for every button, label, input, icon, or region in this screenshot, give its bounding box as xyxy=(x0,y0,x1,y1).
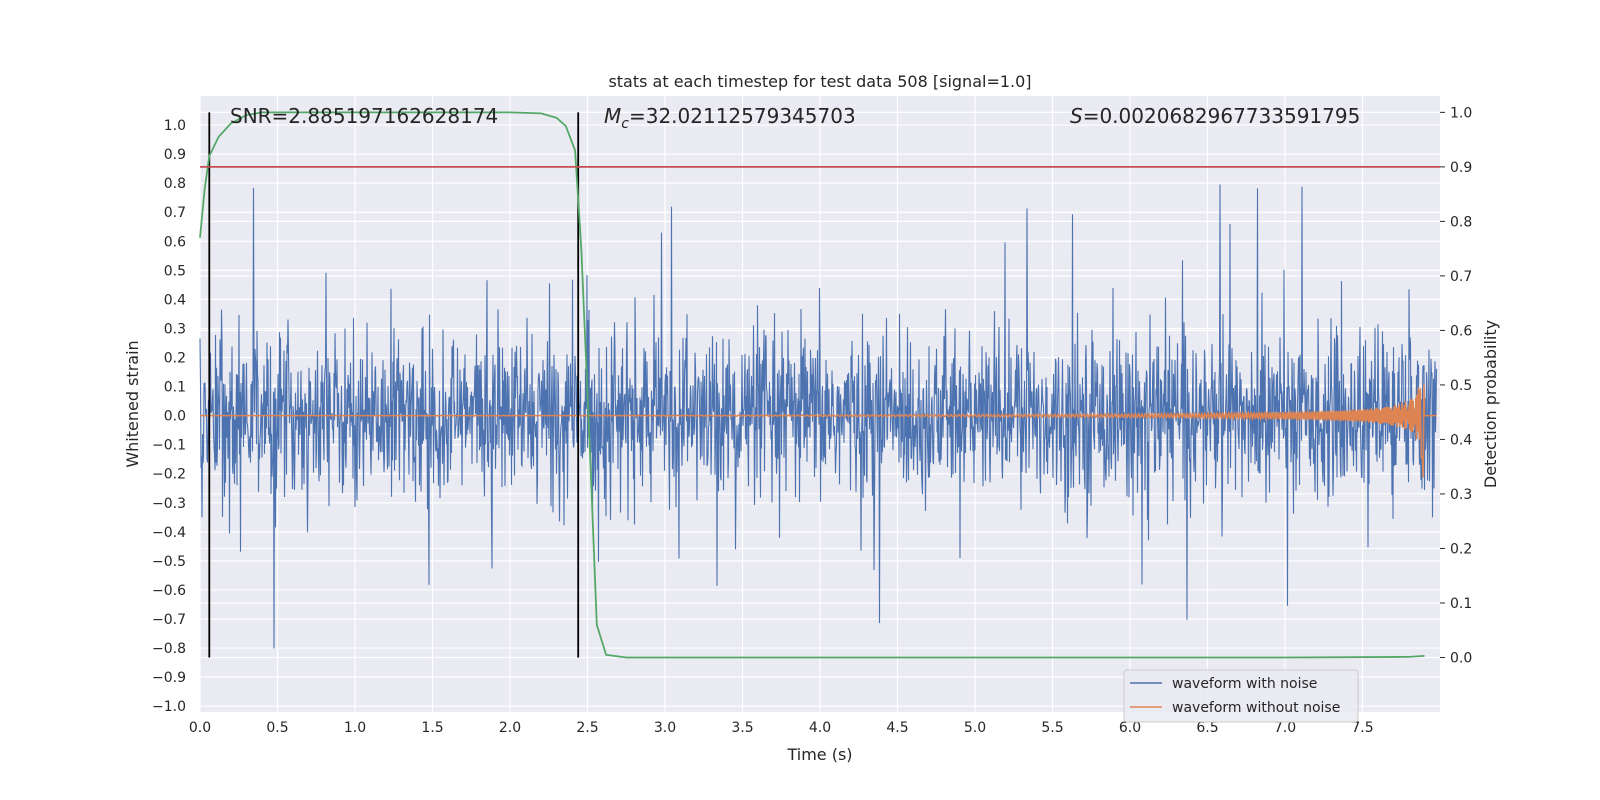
x-tick-label: 0.0 xyxy=(189,720,211,736)
probability-trace xyxy=(199,111,1425,659)
x-tick-label: 3.5 xyxy=(731,720,753,736)
y-tick-label-left: −0.2 xyxy=(152,467,186,483)
x-tick-label: 7.0 xyxy=(1274,720,1296,736)
y-tick-label-right: 0.1 xyxy=(1450,596,1472,612)
x-tick-label: 6.0 xyxy=(1119,720,1141,736)
x-tick-label: 5.5 xyxy=(1041,720,1063,736)
x-tick-label: 5.0 xyxy=(964,720,986,736)
y-tick-label-right: 0.7 xyxy=(1450,269,1472,285)
y-tick-label-left: 0.6 xyxy=(164,234,186,250)
chirp-mass-subscript: c xyxy=(621,116,629,132)
x-tick-label: 7.5 xyxy=(1351,720,1373,736)
chirp-mass-symbol: M xyxy=(604,104,621,128)
x-tick-label: 2.5 xyxy=(576,720,598,736)
ticks: 0.0 0.5 1.0 1.5 2.0 2.5 3.0 3.5 4.0 4.5 5.0 5.5 6.0 6… xyxy=(152,105,1472,736)
chirp-mass-annotation: Mc=32.02112579345703 xyxy=(604,104,856,132)
series-waveform-with-noise xyxy=(199,184,1438,649)
legend: waveform with noise waveform without noi… xyxy=(1123,669,1359,723)
legend-label-clean: waveform without noise xyxy=(1172,700,1340,716)
series-waveform-without-noise xyxy=(200,384,1437,478)
y-tick-label-right: 0.0 xyxy=(1450,650,1472,666)
noise-trace xyxy=(199,184,1438,649)
y-tick-label-right: 0.9 xyxy=(1450,160,1472,176)
chart-title: stats at each timestep for test data 508… xyxy=(608,72,1031,91)
y-tick-label-left: 0.4 xyxy=(164,292,186,308)
y-tick-label-left: 1.0 xyxy=(164,118,186,134)
y-tick-label-left: −0.5 xyxy=(152,554,186,570)
x-tick-label: 4.5 xyxy=(886,720,908,736)
y-tick-label-left: 0.9 xyxy=(164,147,186,163)
s-value: =0.0020682967733591795 xyxy=(1083,104,1361,128)
y-tick-label-right: 1.0 xyxy=(1450,105,1472,121)
x-tick-label: 4.0 xyxy=(809,720,831,736)
y-tick-label-left: 0.1 xyxy=(164,380,186,396)
y-tick-label-left: 0.8 xyxy=(164,176,186,192)
y-tick-label-left: 0.3 xyxy=(164,321,186,337)
y-tick-label-left: −0.8 xyxy=(152,641,186,657)
y-tick-label-left: −1.0 xyxy=(152,699,186,715)
y-tick-label-left: −0.7 xyxy=(152,612,186,628)
y-tick-label-right: 0.8 xyxy=(1450,214,1472,230)
y-tick-label-left: −0.4 xyxy=(152,525,186,541)
y-tick-label-right: 0.4 xyxy=(1450,432,1472,448)
series-detection-probability xyxy=(199,111,1425,659)
grid xyxy=(199,96,1440,712)
snr-annotation: SNR=2.885197162628174 xyxy=(230,104,498,128)
y-tick-label-left: −0.1 xyxy=(152,438,186,454)
x-tick-label: 1.0 xyxy=(344,720,366,736)
x-axis-label: Time (s) xyxy=(786,745,852,764)
y-tick-label-left: 0.7 xyxy=(164,205,186,221)
s-annotation: S=0.0020682967733591795 xyxy=(1070,104,1360,128)
x-tick-label: 2.0 xyxy=(499,720,521,736)
clean-trace xyxy=(200,384,1437,478)
y-tick-label-right: 0.3 xyxy=(1450,487,1472,503)
y-tick-label-left: 0.0 xyxy=(164,409,186,425)
x-tick-label: 3.0 xyxy=(654,720,676,736)
x-tick-label: 1.5 xyxy=(421,720,443,736)
y-tick-label-left: 0.2 xyxy=(164,351,186,367)
y-tick-label-left: −0.9 xyxy=(152,670,186,686)
s-symbol: S xyxy=(1070,104,1083,128)
legend-box xyxy=(1123,669,1359,723)
y-tick-label-right: 0.5 xyxy=(1450,378,1472,394)
y-tick-label-left: −0.3 xyxy=(152,496,186,512)
legend-label-noise: waveform with noise xyxy=(1172,676,1317,692)
x-tick-label: 0.5 xyxy=(266,720,288,736)
y-tick-label-right: 0.2 xyxy=(1450,541,1472,557)
y-tick-label-left: 0.5 xyxy=(164,263,186,279)
y-tick-label-right: 0.6 xyxy=(1450,323,1472,339)
y-axis-label-left: Whitened strain xyxy=(123,340,142,467)
x-tick-label: 6.5 xyxy=(1196,720,1218,736)
y-tick-label-left: −0.6 xyxy=(152,583,186,599)
chirp-mass-value: =32.02112579345703 xyxy=(629,104,856,128)
y-axis-label-right: Detection probability xyxy=(1481,320,1500,488)
